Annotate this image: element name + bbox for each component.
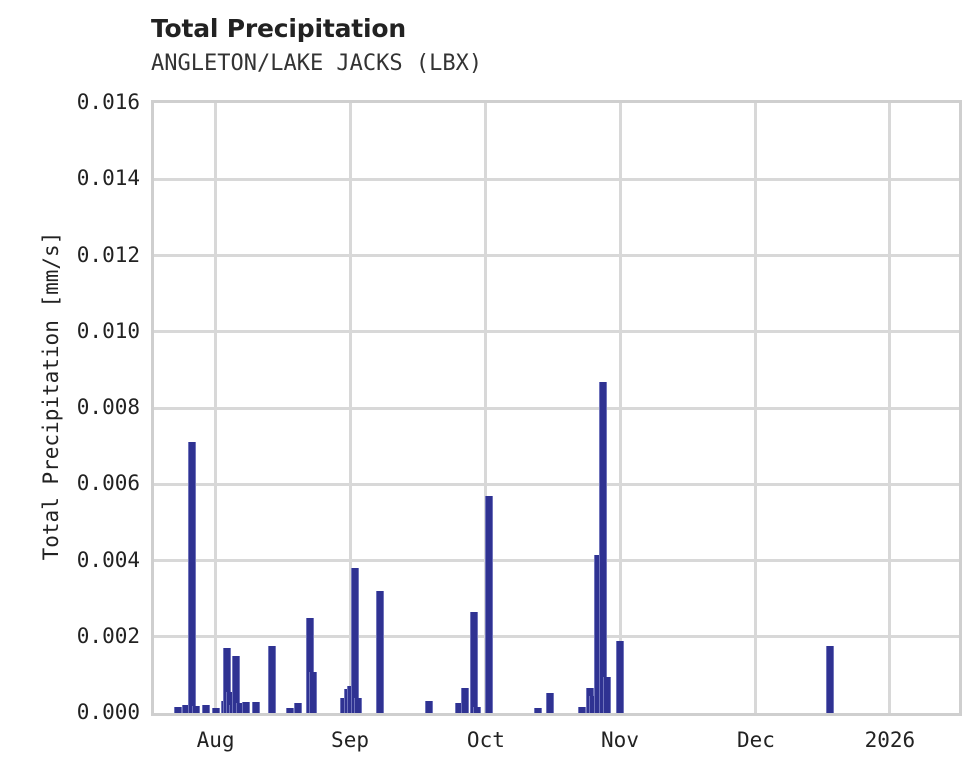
bar <box>252 701 261 713</box>
y-axis-tick-label: 0.016 <box>76 90 140 114</box>
gridline-horizontal <box>154 406 959 410</box>
bar <box>286 708 295 713</box>
gridline-horizontal <box>154 559 959 562</box>
bar <box>351 568 360 713</box>
y-axis-tick-label: 0.006 <box>76 471 140 496</box>
y-axis-tick-label: 0.002 <box>76 623 140 648</box>
gridline-vertical <box>214 103 218 713</box>
bar <box>577 707 586 713</box>
bar <box>308 671 317 713</box>
y-axis-tick-label: 0.010 <box>76 318 140 343</box>
plot-inner <box>154 103 959 713</box>
bar <box>484 495 493 713</box>
x-axis-tick-label: Oct <box>466 728 505 752</box>
y-axis-tick-label: 0.008 <box>76 395 140 419</box>
gridline-vertical <box>754 103 758 713</box>
bar <box>460 688 469 713</box>
bar <box>242 701 251 713</box>
x-axis-tick-label: Dec <box>737 728 775 752</box>
x-axis-tick-label: Aug <box>196 728 235 752</box>
bar <box>222 648 231 713</box>
gridline-horizontal <box>154 482 959 486</box>
bar <box>826 646 835 713</box>
gridline-vertical <box>348 103 352 713</box>
bar <box>305 617 314 713</box>
bar <box>187 441 196 713</box>
bar <box>546 692 555 713</box>
gridline-horizontal <box>154 330 959 334</box>
bar <box>173 706 182 713</box>
y-axis-tick-label: 0.014 <box>76 166 140 191</box>
gridline-horizontal <box>154 254 959 257</box>
bar <box>268 646 277 713</box>
bar <box>534 708 543 713</box>
gridline-vertical <box>484 103 488 713</box>
x-axis-tick-label: 2026 <box>864 728 916 752</box>
x-axis-tick-label: Nov <box>601 728 639 752</box>
bar <box>469 611 478 713</box>
x-axis-tick-label: Sep <box>331 728 369 752</box>
bar <box>293 703 302 713</box>
bar <box>616 640 625 713</box>
y-axis-tick-label: 0.004 <box>76 547 140 572</box>
bar <box>472 707 481 713</box>
gridline-horizontal <box>154 635 959 639</box>
y-axis-tick-label: 0.000 <box>76 700 140 724</box>
bar <box>424 700 433 713</box>
bar <box>191 706 200 713</box>
bar <box>598 382 607 713</box>
chart-subtitle: ANGLETON/LAKE JACKS (LBX) <box>151 51 483 76</box>
bar <box>232 655 241 713</box>
gridline-vertical <box>618 103 622 713</box>
plot-area <box>151 100 962 716</box>
bar <box>201 704 210 713</box>
bar <box>376 591 385 713</box>
gridline-horizontal <box>154 177 959 181</box>
bar <box>211 708 220 713</box>
gridline-vertical <box>888 103 892 713</box>
bar <box>353 697 362 713</box>
bar <box>602 676 611 713</box>
y-axis-tick-labels: 0.000 0.002 0.004 0.006 0.008 0.010 0.012 0.014… <box>0 0 140 780</box>
y-axis-tick-label: 0.012 <box>76 242 140 267</box>
chart-title: Total Precipitation <box>151 14 406 43</box>
